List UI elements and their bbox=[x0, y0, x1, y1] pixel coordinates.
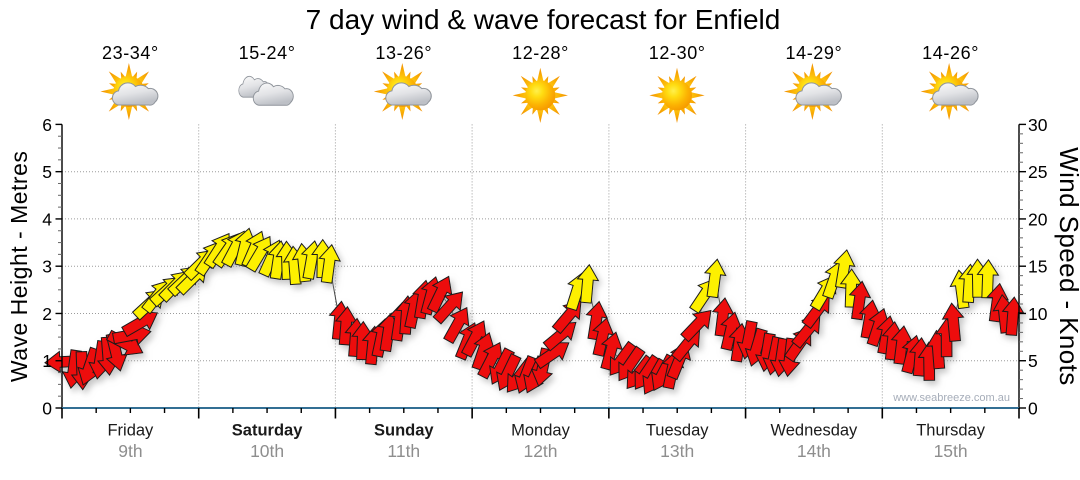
svg-text:Wave Height - Metres: Wave Height - Metres bbox=[6, 151, 32, 383]
svg-text:13-26°: 13-26° bbox=[375, 43, 432, 63]
svg-text:Friday: Friday bbox=[107, 422, 154, 440]
svg-text:10: 10 bbox=[1028, 304, 1048, 324]
svg-text:5: 5 bbox=[1028, 351, 1038, 371]
svg-text:20: 20 bbox=[1028, 209, 1048, 229]
svg-text:www.seabreeze.com.au: www.seabreeze.com.au bbox=[892, 392, 1010, 404]
svg-text:11th: 11th bbox=[387, 441, 420, 461]
svg-text:2: 2 bbox=[42, 304, 52, 324]
svg-text:15th: 15th bbox=[934, 441, 968, 461]
svg-text:Tuesday: Tuesday bbox=[646, 422, 709, 440]
svg-text:0: 0 bbox=[1028, 399, 1038, 419]
svg-text:10th: 10th bbox=[250, 441, 284, 461]
svg-text:Sunday: Sunday bbox=[374, 422, 434, 440]
svg-text:0: 0 bbox=[42, 399, 52, 419]
svg-text:15: 15 bbox=[1028, 257, 1047, 277]
svg-text:Thursday: Thursday bbox=[916, 422, 986, 440]
svg-text:Wednesday: Wednesday bbox=[770, 422, 858, 440]
svg-text:3: 3 bbox=[42, 257, 52, 277]
svg-text:12th: 12th bbox=[523, 441, 557, 461]
svg-text:14-26°: 14-26° bbox=[922, 43, 979, 63]
svg-text:25: 25 bbox=[1028, 162, 1047, 182]
svg-text:1: 1 bbox=[42, 351, 52, 371]
svg-text:23-34°: 23-34° bbox=[102, 43, 159, 63]
svg-text:5: 5 bbox=[42, 162, 52, 182]
svg-text:9th: 9th bbox=[118, 441, 142, 461]
svg-text:4: 4 bbox=[42, 209, 52, 229]
svg-text:12-28°: 12-28° bbox=[512, 43, 569, 63]
svg-text:12-30°: 12-30° bbox=[649, 43, 706, 63]
svg-text:15-24°: 15-24° bbox=[239, 43, 296, 63]
svg-text:14-29°: 14-29° bbox=[785, 43, 842, 63]
svg-text:Monday: Monday bbox=[511, 422, 570, 440]
svg-text:14th: 14th bbox=[797, 441, 831, 461]
svg-text:30: 30 bbox=[1028, 115, 1048, 135]
svg-text:Saturday: Saturday bbox=[232, 422, 303, 440]
svg-text:13th: 13th bbox=[660, 441, 694, 461]
svg-text:6: 6 bbox=[42, 115, 52, 135]
svg-text:Wind Speed - Knots: Wind Speed - Knots bbox=[1054, 147, 1080, 385]
svg-text:7 day wind & wave forecast for: 7 day wind & wave forecast for Enfield bbox=[306, 4, 781, 35]
